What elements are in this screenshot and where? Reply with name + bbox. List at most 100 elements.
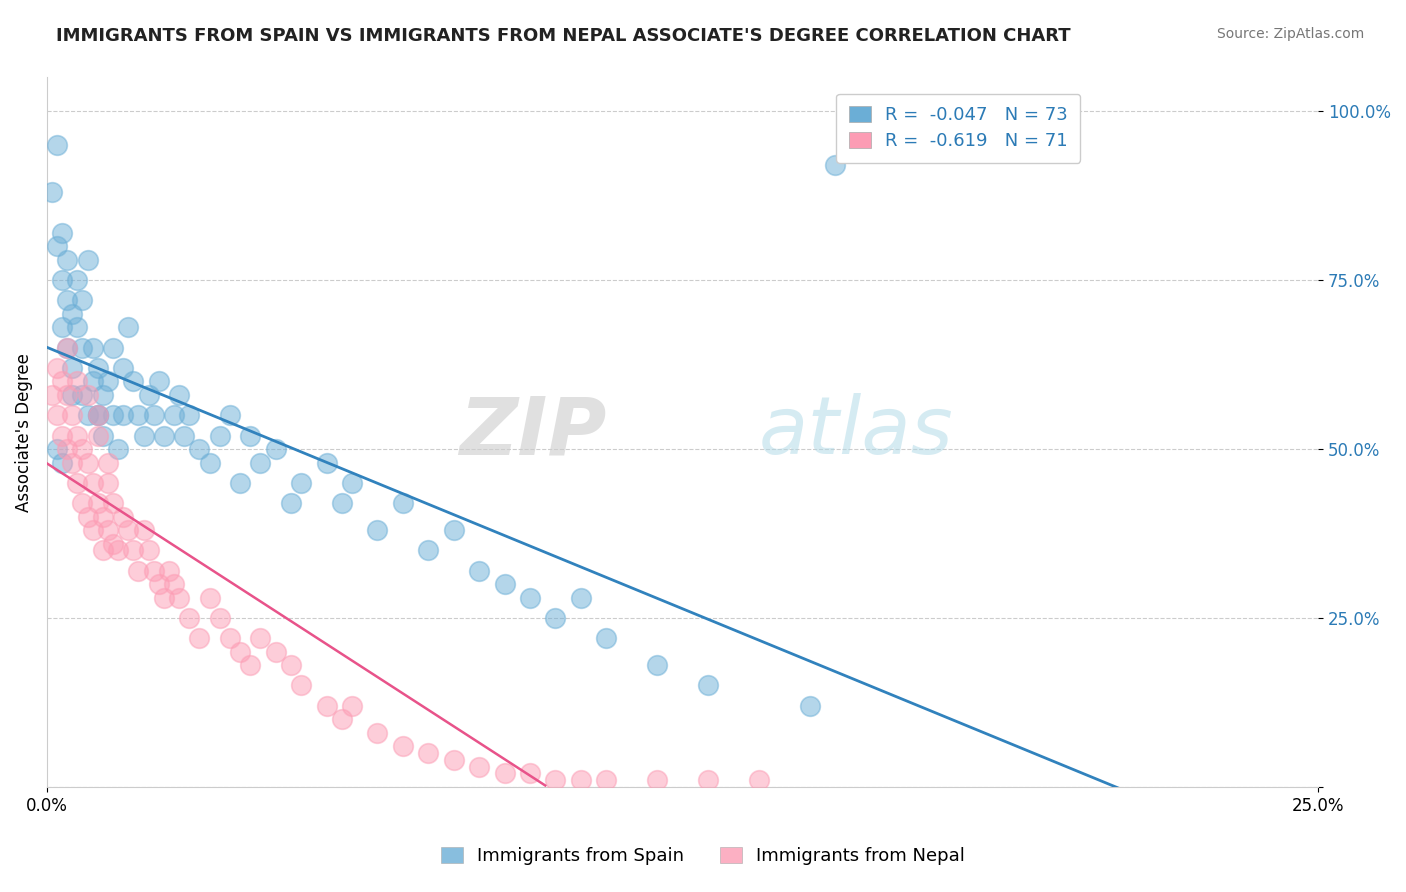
Point [41, 186, 63, 200]
Point [87, 361, 110, 376]
Point [117, 523, 139, 537]
Point [76, 252, 98, 267]
Point [315, 456, 337, 470]
Point [91, 388, 114, 402]
Point [127, 409, 149, 423]
Point [60, 307, 83, 321]
Legend: Immigrants from Spain, Immigrants from Nepal: Immigrants from Spain, Immigrants from N… [432, 838, 974, 874]
Point [101, 409, 124, 423]
Point [56, 252, 79, 267]
Point [366, 726, 388, 740]
Point [392, 496, 415, 510]
Point [91, 543, 114, 558]
Point [443, 753, 465, 767]
Point [51, 320, 73, 334]
Point [595, 631, 617, 645]
Point [153, 428, 176, 442]
Point [72, 341, 94, 355]
Point [494, 766, 516, 780]
Point [148, 577, 170, 591]
Point [249, 631, 271, 645]
Point [101, 496, 124, 510]
Point [122, 543, 145, 558]
Point [72, 388, 94, 402]
Point [60, 361, 83, 376]
Point [595, 773, 617, 788]
Point [56, 341, 79, 355]
Y-axis label: Associate's Degree: Associate's Degree [15, 352, 32, 512]
Point [82, 375, 104, 389]
Point [46, 138, 69, 153]
Point [229, 645, 252, 659]
Point [87, 409, 110, 423]
Point [72, 442, 94, 456]
Point [569, 591, 592, 605]
Point [142, 409, 165, 423]
Point [66, 273, 89, 287]
Point [697, 773, 720, 788]
Point [366, 523, 388, 537]
Point [163, 577, 186, 591]
Point [87, 496, 110, 510]
Point [198, 456, 221, 470]
Point [264, 645, 287, 659]
Point [330, 712, 353, 726]
Point [56, 442, 79, 456]
Point [198, 591, 221, 605]
Point [112, 361, 135, 376]
Point [519, 591, 541, 605]
Point [107, 442, 129, 456]
Point [76, 409, 98, 423]
Point [645, 773, 668, 788]
Point [799, 698, 821, 713]
Point [76, 388, 98, 402]
Point [66, 428, 89, 442]
Point [157, 564, 180, 578]
Point [112, 509, 135, 524]
Point [97, 475, 120, 490]
Point [117, 320, 139, 334]
Point [46, 361, 69, 376]
Point [82, 475, 104, 490]
Point [72, 293, 94, 308]
Point [60, 388, 83, 402]
Point [340, 475, 363, 490]
Point [219, 409, 242, 423]
Point [56, 293, 79, 308]
Point [330, 496, 353, 510]
Point [494, 577, 516, 591]
Point [87, 409, 110, 423]
Point [112, 409, 135, 423]
Point [76, 456, 98, 470]
Point [97, 523, 120, 537]
Point [91, 509, 114, 524]
Point [107, 543, 129, 558]
Point [56, 341, 79, 355]
Point [219, 631, 242, 645]
Point [645, 658, 668, 673]
Point [51, 456, 73, 470]
Point [66, 475, 89, 490]
Point [46, 409, 69, 423]
Point [82, 341, 104, 355]
Point [544, 611, 567, 625]
Point [138, 543, 160, 558]
Point [280, 658, 302, 673]
Point [418, 543, 440, 558]
Text: ZIP: ZIP [458, 393, 606, 471]
Point [544, 773, 567, 788]
Point [340, 698, 363, 713]
Point [418, 746, 440, 760]
Point [97, 375, 120, 389]
Point [188, 442, 211, 456]
Point [443, 523, 465, 537]
Point [66, 375, 89, 389]
Point [51, 375, 73, 389]
Point [51, 226, 73, 240]
Point [51, 273, 73, 287]
Point [392, 739, 415, 754]
Point [249, 456, 271, 470]
Point [82, 523, 104, 537]
Text: atlas: atlas [759, 393, 953, 471]
Point [127, 564, 149, 578]
